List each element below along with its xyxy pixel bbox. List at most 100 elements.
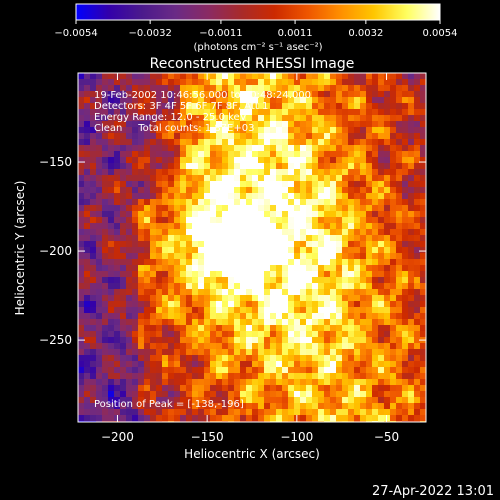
heatmap-cell — [252, 265, 258, 271]
heatmap-cell — [132, 145, 138, 151]
heatmap-cell — [258, 349, 264, 355]
heatmap-cell — [276, 397, 282, 403]
heatmap-cell — [150, 295, 156, 301]
heatmap-cell — [84, 145, 90, 151]
heatmap-cell — [186, 181, 192, 187]
heatmap-cell — [264, 235, 270, 241]
heatmap-cell — [102, 211, 108, 217]
heatmap-cell — [228, 379, 234, 385]
heatmap-cell — [324, 133, 330, 139]
heatmap-cell — [318, 295, 324, 301]
heatmap-cell — [180, 181, 186, 187]
heatmap-cell — [174, 289, 180, 295]
heatmap-cell — [294, 187, 300, 193]
heatmap-cell — [204, 97, 210, 103]
heatmap-cell — [378, 79, 384, 85]
heatmap-cell — [234, 103, 240, 109]
heatmap-cell — [324, 271, 330, 277]
heatmap-cell — [210, 163, 216, 169]
heatmap-cell — [78, 79, 84, 85]
heatmap-cell — [198, 169, 204, 175]
heatmap-cell — [342, 253, 348, 259]
heatmap-cell — [90, 325, 96, 331]
heatmap-cell — [198, 73, 204, 79]
heatmap-cell — [372, 409, 378, 415]
heatmap-cell — [288, 367, 294, 373]
heatmap-cell — [270, 109, 276, 115]
heatmap-cell — [186, 349, 192, 355]
heatmap-cell — [144, 79, 150, 85]
heatmap-cell — [270, 121, 276, 127]
heatmap-cell — [294, 391, 300, 397]
heatmap-cell — [318, 169, 324, 175]
heatmap-cell — [306, 223, 312, 229]
heatmap-cell — [138, 349, 144, 355]
heatmap-cell — [384, 199, 390, 205]
heatmap-cell — [108, 79, 114, 85]
heatmap-cell — [156, 253, 162, 259]
heatmap-cell — [216, 163, 222, 169]
heatmap-cell — [168, 361, 174, 367]
heatmap-cell — [402, 265, 408, 271]
heatmap-cell — [234, 403, 240, 409]
heatmap-cell — [420, 409, 426, 415]
heatmap-cell — [138, 283, 144, 289]
heatmap-cell — [366, 229, 372, 235]
heatmap-cell — [108, 169, 114, 175]
heatmap-cell — [258, 91, 264, 97]
heatmap-cell — [420, 379, 426, 385]
heatmap-cell — [330, 253, 336, 259]
heatmap-cell — [360, 163, 366, 169]
heatmap-cell — [192, 277, 198, 283]
heatmap-cell — [336, 163, 342, 169]
heatmap-cell — [222, 277, 228, 283]
heatmap-cell — [108, 307, 114, 313]
heatmap-cell — [240, 241, 246, 247]
heatmap-cell — [336, 391, 342, 397]
heatmap-cell — [132, 241, 138, 247]
heatmap-cell — [132, 355, 138, 361]
heatmap-cell — [354, 289, 360, 295]
heatmap-cell — [102, 271, 108, 277]
heatmap-cell — [96, 391, 102, 397]
heatmap-cell — [312, 277, 318, 283]
heatmap-cell — [162, 373, 168, 379]
heatmap-cell — [378, 211, 384, 217]
heatmap-cell — [84, 409, 90, 415]
heatmap-cell — [288, 193, 294, 199]
heatmap-cell — [342, 367, 348, 373]
heatmap-cell — [198, 325, 204, 331]
heatmap-cell — [330, 91, 336, 97]
heatmap-cell — [102, 145, 108, 151]
heatmap-cell — [108, 103, 114, 109]
heatmap-cell — [264, 121, 270, 127]
heatmap-cell — [282, 391, 288, 397]
heatmap-cell — [126, 91, 132, 97]
heatmap-cell — [144, 175, 150, 181]
heatmap-cell — [120, 391, 126, 397]
heatmap-cell — [222, 319, 228, 325]
heatmap-cell — [156, 73, 162, 79]
heatmap-cell — [246, 241, 252, 247]
heatmap-cell — [396, 109, 402, 115]
heatmap-cell — [132, 109, 138, 115]
heatmap-cell — [384, 343, 390, 349]
heatmap-cell — [162, 121, 168, 127]
heatmap-cell — [300, 331, 306, 337]
heatmap-cell — [348, 205, 354, 211]
heatmap-cell — [264, 409, 270, 415]
heatmap-cell — [282, 367, 288, 373]
heatmap-cell — [282, 133, 288, 139]
heatmap-cell — [210, 403, 216, 409]
heatmap-cell — [372, 235, 378, 241]
heatmap-cell — [120, 181, 126, 187]
heatmap-cell — [174, 109, 180, 115]
heatmap-cell — [228, 403, 234, 409]
heatmap-cell — [342, 217, 348, 223]
heatmap-cell — [138, 169, 144, 175]
heatmap-cell — [78, 367, 84, 373]
heatmap-cell — [228, 223, 234, 229]
heatmap-cell — [210, 151, 216, 157]
heatmap-cell — [180, 121, 186, 127]
heatmap-cell — [120, 85, 126, 91]
